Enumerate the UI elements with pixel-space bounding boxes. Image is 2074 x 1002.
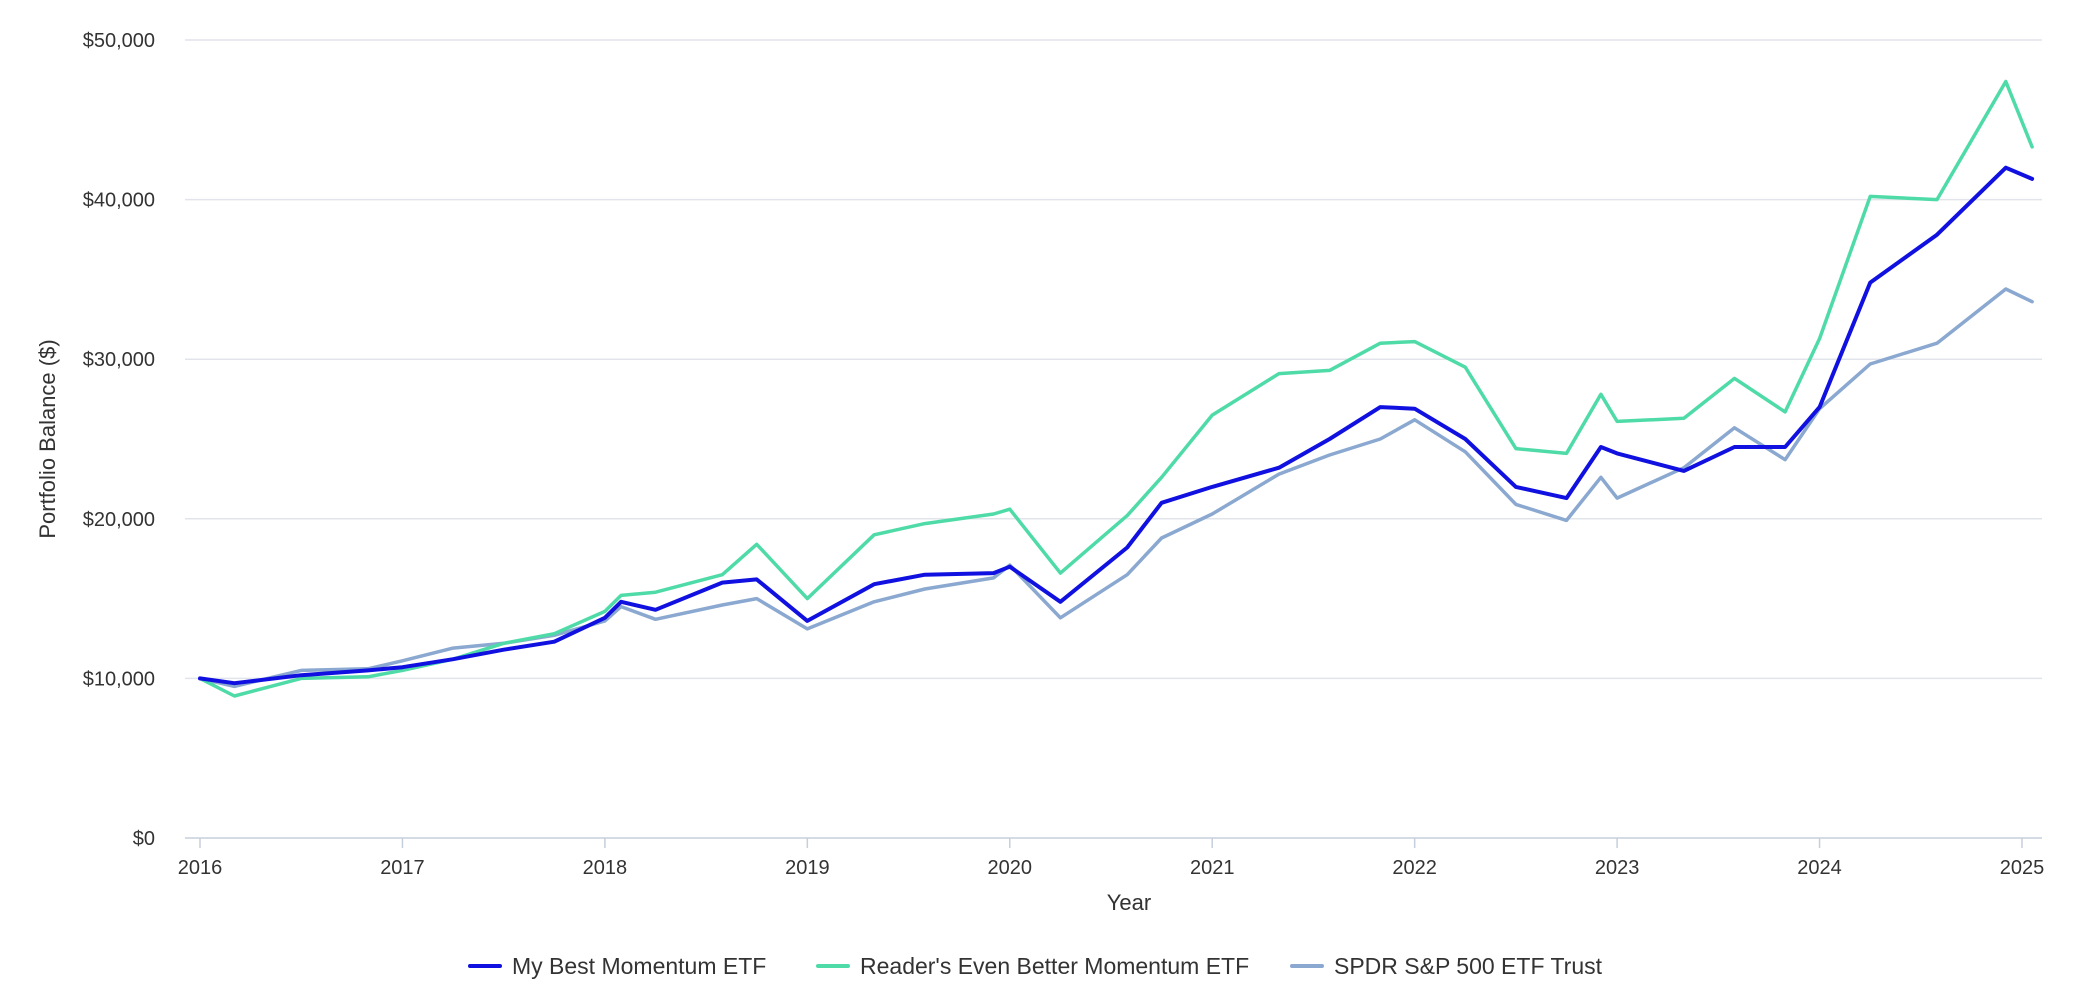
y-tick-label: $0 [133, 828, 155, 850]
x-tick-label: 2018 [583, 857, 628, 879]
series-layer [198, 79, 2035, 698]
series-line-1 [198, 165, 2035, 686]
x-tick-label: 2023 [1595, 857, 1640, 879]
x-tick-label: 2016 [178, 857, 223, 879]
legend-label: Reader's Even Better Momentum ETF [860, 953, 1249, 979]
y-tick-label: $10,000 [83, 668, 155, 690]
x-tick-label: 2025 [2000, 857, 2045, 879]
x-tick-label: 2021 [1190, 857, 1235, 879]
series-line-3 [198, 287, 2034, 689]
x-tick-label: 2022 [1392, 857, 1437, 879]
series-line-2 [198, 79, 2034, 698]
y-axis-title: Portfolio Balance ($) [35, 339, 60, 538]
legend-item-1[interactable]: My Best Momentum ETF [468, 953, 766, 979]
x-tick-label: 2017 [380, 857, 425, 879]
y-tick-label: $50,000 [83, 30, 155, 52]
x-tick-label: 2020 [988, 857, 1033, 879]
y-tick-label: $30,000 [83, 349, 155, 371]
x-axis-title: Year [1107, 890, 1151, 915]
axis-layer: $0 $10,000 $20,000 $30,000 $40,000 $50,000 201… [83, 30, 2045, 879]
y-tick-label: $20,000 [83, 509, 155, 531]
legend-item-2[interactable]: Reader's Even Better Momentum ETF [816, 953, 1249, 979]
legend: My Best Momentum ETF Reader's Even Better… [468, 953, 1603, 979]
legend-label: My Best Momentum ETF [512, 953, 766, 979]
y-tick-label: $40,000 [83, 190, 155, 212]
grid-layer [185, 39, 2042, 680]
x-tick-label: 2019 [785, 857, 830, 879]
legend-label: SPDR S&P 500 ETF Trust [1334, 953, 1603, 979]
legend-item-3[interactable]: SPDR S&P 500 ETF Trust [1290, 953, 1603, 979]
x-tick-label: 2024 [1797, 857, 1842, 879]
